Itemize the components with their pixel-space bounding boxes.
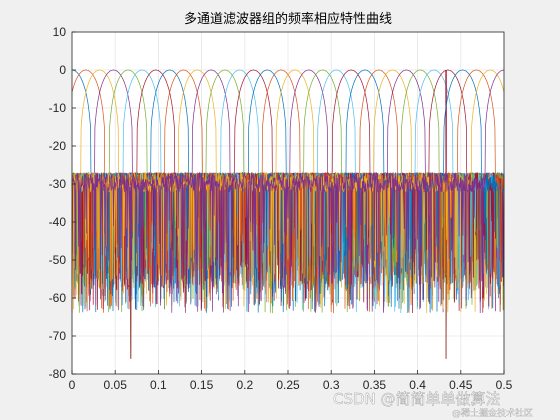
y-tick-label: -80: [49, 367, 67, 381]
y-tick-label: -30: [49, 177, 67, 191]
x-tick-label: 0.35: [363, 378, 387, 392]
channel-curve: [71, 69, 504, 313]
y-tick-label: -70: [49, 329, 67, 343]
curves: [71, 69, 505, 359]
ticks: 0 0.05 0.1 0.15 0.2 0.25 0.3 0.35 0.4 0.45 0.5100-…: [49, 25, 513, 392]
watermark-sub: @稀土掘金技术社区: [452, 407, 533, 419]
y-tick-label: -40: [49, 215, 67, 229]
x-tick-label: 0.5: [496, 378, 513, 392]
x-tick-label: 0.45: [449, 378, 473, 392]
y-tick-label: 0: [59, 63, 66, 77]
y-tick-label: -60: [49, 291, 67, 305]
y-tick-label: -10: [49, 101, 67, 115]
x-tick-label: 0.05: [104, 378, 128, 392]
x-tick-label: 0.2: [236, 378, 253, 392]
y-tick-label: 10: [53, 25, 67, 39]
y-tick-label: -20: [49, 139, 67, 153]
x-tick-label: 0.3: [323, 378, 340, 392]
channel-curve: [71, 69, 505, 313]
y-tick-label: -50: [49, 253, 67, 267]
x-tick-label: 0.15: [190, 378, 214, 392]
x-tick-label: 0.25: [276, 378, 300, 392]
x-tick-label: 0: [69, 378, 76, 392]
chart-title: 多通道滤波器组的频率相应特性曲线: [184, 11, 392, 27]
x-tick-label: 0.4: [409, 378, 426, 392]
x-tick-label: 0.1: [150, 378, 167, 392]
watermark-main: CSDN @简简单单做算法: [333, 390, 501, 408]
